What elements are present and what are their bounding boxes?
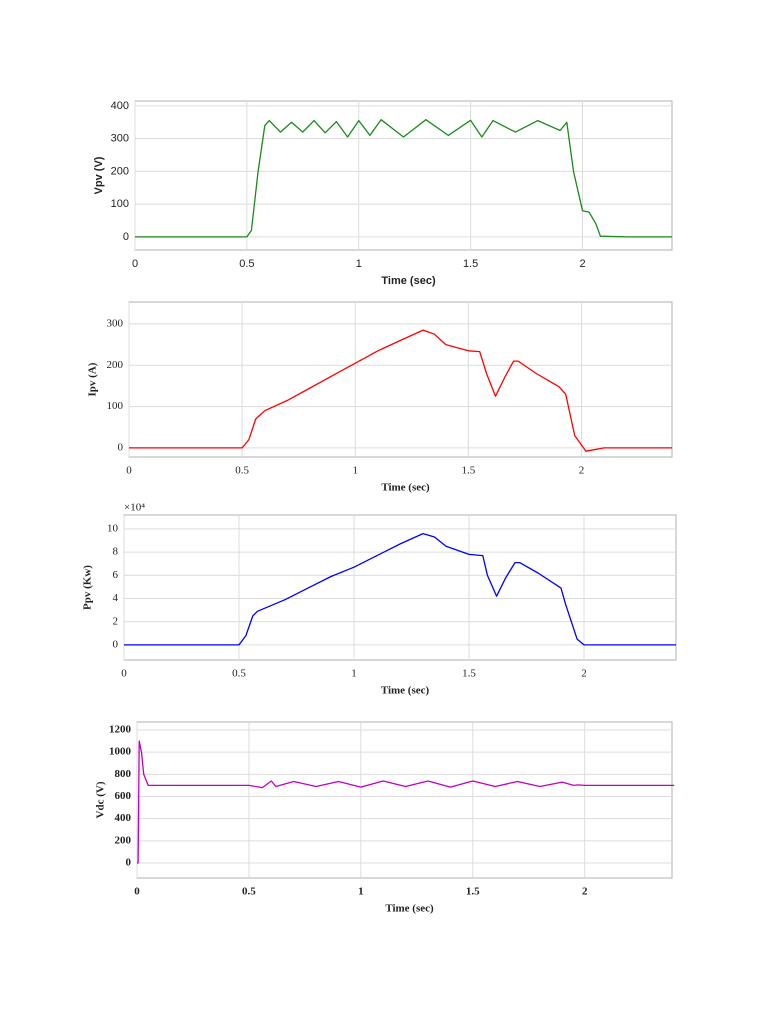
y-tick-label: 100 [111,198,129,210]
x-tick-label: 0 [126,465,132,477]
subplot: 0 0.5 1 1.5 2 0 100 200 300 400 Time (sec) Vpv (V) [93,100,673,287]
data-line [129,329,672,452]
x-tick-label: 1.5 [466,886,480,898]
y-tick-label: 1200 [109,724,132,736]
x-tick-label: 0.5 [232,668,246,680]
x-tick-label: 2 [581,668,587,680]
x-tick-label: 2 [582,886,588,898]
y-tick-label: 600 [115,790,132,802]
x-tick-label: 1.5 [463,258,478,270]
x-tick-label: 2 [579,465,585,477]
x-axis-label: Time (sec) [381,275,436,287]
y-tick-label: 10 [107,522,119,534]
x-axis-label: Time (sec) [381,482,430,494]
x-tick-label: 0 [134,886,140,898]
y-tick-label: 6 [113,569,119,581]
x-tick-label: 1 [356,258,362,270]
subplot: 0 0.5 1 1.5 2 0 2 4 6 8 10 Time (sec) Ppv (Kw) ×10⁴ [82,502,677,697]
x-tick-label: 1 [351,668,357,680]
x-tick-label: 1.5 [462,668,476,680]
y-tick-label: 0 [126,857,132,869]
y-tick-label: 0 [123,231,129,243]
data-line [135,119,672,238]
y-tick-label: 200 [115,834,132,846]
y-axis-label: Ipv (A) [87,362,99,396]
x-tick-label: 0.5 [242,886,256,898]
y-tick-label: 100 [107,400,124,412]
data-line [137,740,675,864]
y-tick-label: 200 [111,165,129,177]
subplot: 0 0.5 1 1.5 2 0 200 400 600 800 1000 1200 Time (sec)… [95,721,675,915]
x-tick-label: 0.5 [235,465,249,477]
x-tick-label: 1 [358,886,364,898]
plot-area [123,514,677,661]
x-tick-label: 2 [579,258,585,270]
y-tick-label: 4 [113,592,119,604]
x-tick-label: 0 [132,258,138,270]
plot-area [136,721,673,879]
y-tick-label: 800 [115,768,132,780]
y-tick-label: 400 [111,100,129,112]
y-tick-label: 8 [113,546,119,558]
y-tick-label: 1000 [109,746,132,758]
axis-multiplier: ×10⁴ [124,502,145,514]
y-tick-label: 2 [113,615,119,627]
y-tick-label: 300 [107,317,124,329]
y-tick-label: 400 [115,812,132,824]
y-tick-label: 0 [113,638,119,650]
x-tick-label: 1 [353,465,359,477]
x-axis-label: Time (sec) [385,903,434,915]
x-tick-label: 0 [121,668,127,680]
plot-area [134,100,673,251]
y-tick-label: 300 [111,133,129,145]
y-tick-label: 0 [118,441,124,453]
x-axis-label: Time (sec) [381,685,430,697]
y-axis-label: Ppv (Kw) [82,565,94,610]
data-line [124,532,676,646]
x-tick-label: 0.5 [239,258,254,270]
y-tick-label: 200 [107,359,124,371]
y-axis-label: Vpv (V) [93,156,105,194]
subplot: 0 0.5 1 1.5 2 0 100 200 300 Time (sec) Ipv (A) [87,301,673,494]
x-tick-label: 1.5 [462,465,476,477]
y-axis-label: Vdc (V) [95,781,107,818]
plot-area [128,301,673,458]
